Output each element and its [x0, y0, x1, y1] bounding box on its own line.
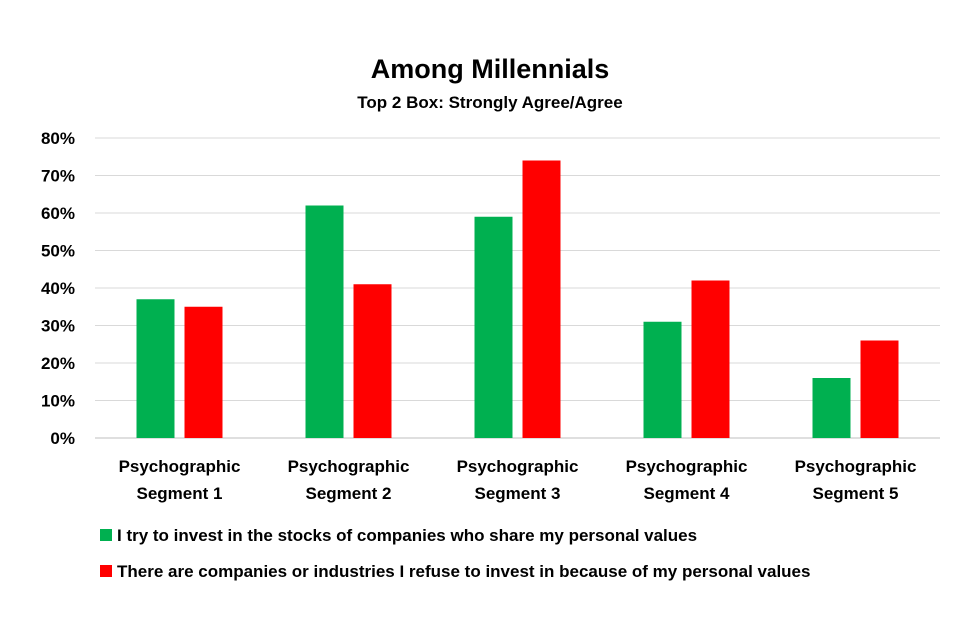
y-tick-label: 0%	[50, 429, 75, 448]
x-category-label: Psychographic	[795, 457, 917, 476]
x-category-label: Psychographic	[288, 457, 410, 476]
gridlines	[95, 137, 940, 439]
bar	[522, 160, 561, 438]
x-category-label: Psychographic	[119, 457, 241, 476]
bars	[136, 160, 899, 438]
legend-label: There are companies or industries I refu…	[117, 562, 810, 581]
bar	[136, 299, 175, 438]
x-category-label: Segment 4	[644, 484, 731, 503]
x-category-label: Segment 2	[306, 484, 392, 503]
y-tick-label: 80%	[41, 129, 75, 148]
x-category-label: Psychographic	[457, 457, 579, 476]
legend-swatch	[100, 529, 112, 541]
y-tick-label: 30%	[41, 317, 75, 336]
legend-swatch	[100, 565, 112, 577]
bar	[691, 280, 730, 438]
y-axis: 0% 10% 20% 30% 40% 50% 60% 70% 80%	[41, 129, 75, 448]
x-category-label: Psychographic	[626, 457, 748, 476]
y-tick-label: 50%	[41, 242, 75, 261]
chart-subtitle: Top 2 Box: Strongly Agree/Agree	[357, 93, 622, 112]
bar	[305, 205, 344, 438]
y-tick-label: 60%	[41, 204, 75, 223]
x-category-label: Segment 5	[813, 484, 899, 503]
y-tick-label: 10%	[41, 392, 75, 411]
bar	[474, 216, 513, 438]
x-axis: Psychographic Segment 1 Psychographic Segme…	[119, 457, 917, 503]
legend-label: I try to invest in the stocks of compani…	[117, 526, 697, 545]
y-tick-label: 20%	[41, 354, 75, 373]
y-tick-label: 70%	[41, 167, 75, 186]
bar	[184, 306, 223, 438]
bar	[860, 340, 899, 438]
legend: I try to invest in the stocks of compani…	[100, 526, 810, 581]
chart-title: Among Millennials	[371, 54, 610, 84]
bar	[353, 284, 392, 438]
bar	[812, 378, 851, 438]
y-tick-label: 40%	[41, 279, 75, 298]
bar	[643, 321, 682, 438]
x-category-label: Segment 3	[475, 484, 561, 503]
x-category-label: Segment 1	[137, 484, 223, 503]
